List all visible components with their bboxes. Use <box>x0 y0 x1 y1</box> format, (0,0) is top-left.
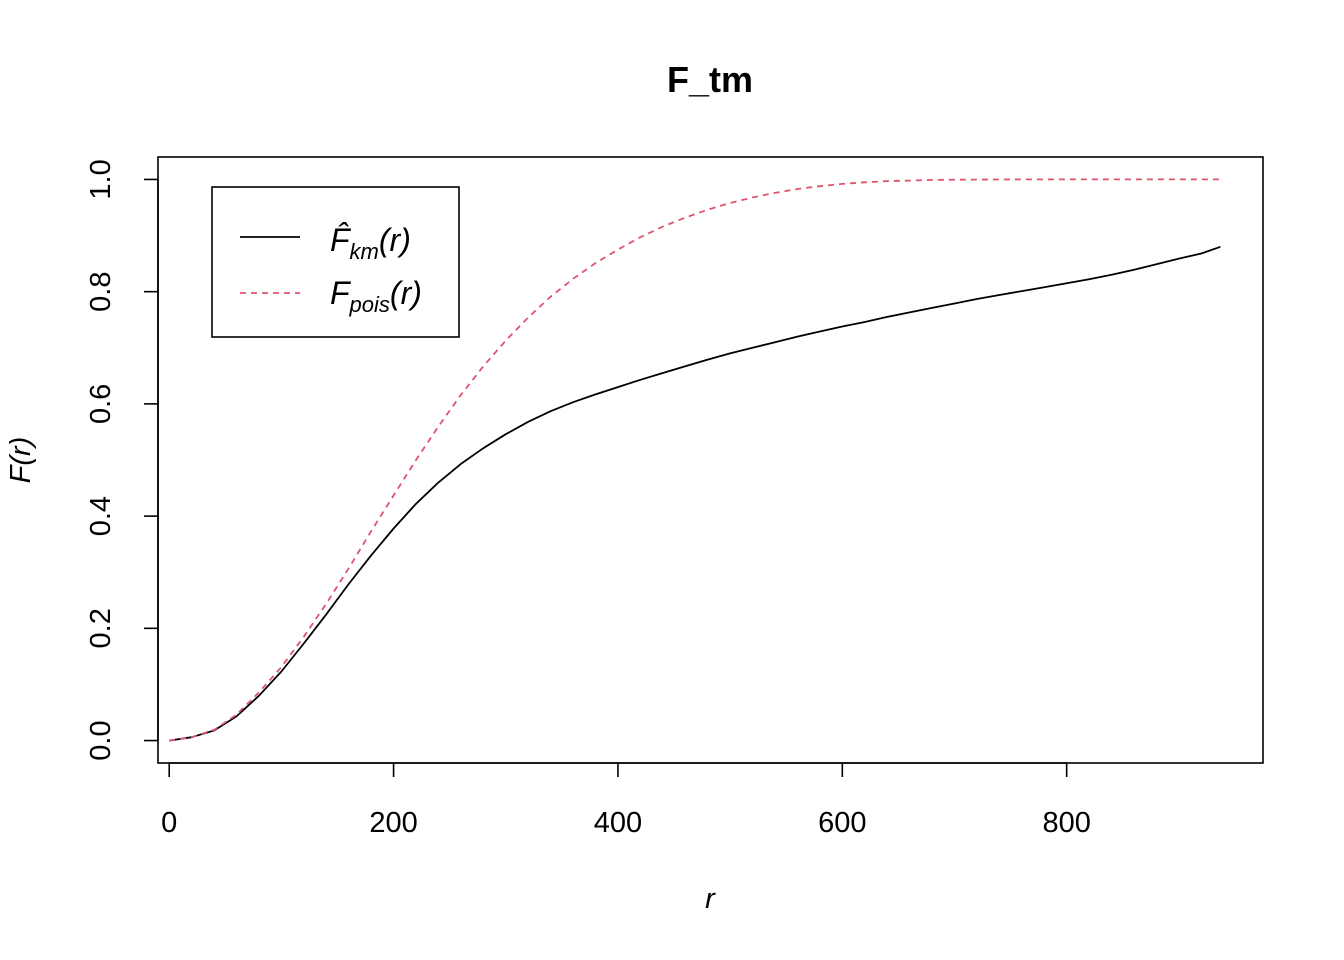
x-tick-label: 600 <box>818 807 866 839</box>
legend-box <box>211 186 460 338</box>
legend-pois-sub: pois <box>349 292 390 317</box>
x-tick-label: 400 <box>594 807 642 839</box>
series-line-km <box>169 245 1221 742</box>
legend-pois-main: F <box>330 275 352 311</box>
y-tick-label: 0.2 <box>85 608 117 648</box>
y-tick-label: 1.0 <box>85 159 117 199</box>
x-tick-label: 200 <box>369 807 417 839</box>
legend-pois-tail: (r) <box>390 275 422 311</box>
legend-entry-pois: Fpois(r) <box>330 275 422 317</box>
legend-km-tail: (r) <box>379 222 411 258</box>
legend: F̂km(r) Fpois(r) <box>211 186 460 338</box>
series-lines <box>169 178 1221 742</box>
y-tick-label: 0.0 <box>85 720 117 760</box>
y-axis: 0.0 0.2 0.4 0.6 0.8 1.0 <box>85 159 159 761</box>
legend-entry-km: F̂km(r) <box>330 222 411 264</box>
series-line-pois <box>169 178 1221 742</box>
chart-title: F_tm <box>667 59 753 100</box>
legend-km-sub: km <box>350 239 379 264</box>
legend-km-main: F̂ <box>330 222 352 258</box>
x-tick-label: 800 <box>1042 807 1090 839</box>
y-tick-label: 0.4 <box>85 496 117 536</box>
y-tick-label: 0.6 <box>85 384 117 424</box>
x-tick-label: 0 <box>161 807 177 839</box>
x-axis: 0 200 400 600 800 <box>161 762 1091 839</box>
y-tick-label: 0.8 <box>85 272 117 312</box>
y-axis-label: F(r) <box>5 437 37 484</box>
x-axis-label: r <box>705 883 716 915</box>
